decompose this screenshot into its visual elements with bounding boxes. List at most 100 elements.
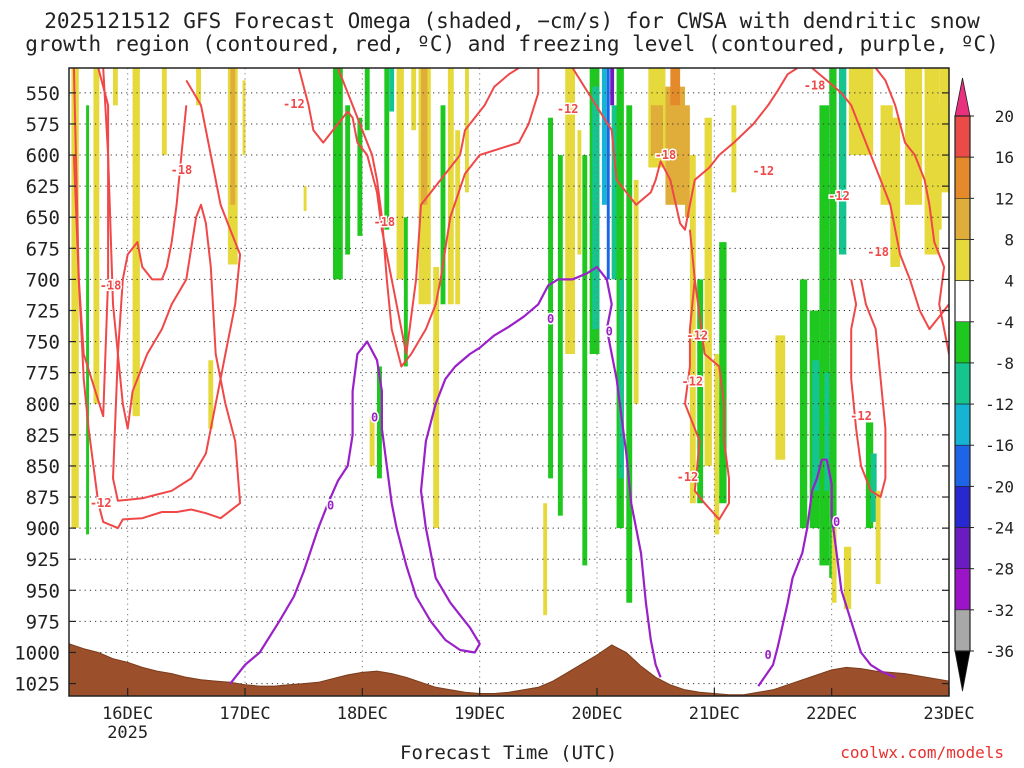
- omega-cell: [333, 68, 343, 280]
- dendritic-contour-label: -12: [681, 374, 703, 388]
- x-tick-label: 18DEC: [337, 704, 388, 724]
- omega-cell: [548, 117, 553, 479]
- omega-cell: [455, 130, 461, 305]
- omega-cell: [196, 68, 201, 106]
- colorbar-bin: [954, 403, 971, 446]
- dendritic-contour-label: -18: [804, 78, 826, 92]
- omega-cell: [731, 105, 737, 193]
- omega-cell: [812, 360, 820, 491]
- omega-cell: [403, 217, 408, 367]
- omega-cell: [650, 105, 663, 156]
- colorbar-bin: [954, 527, 971, 569]
- x-tick-label: 20DEC: [571, 704, 622, 724]
- omega-cell: [364, 68, 370, 131]
- omega-cell: [396, 68, 404, 280]
- omega-cell: [865, 422, 874, 529]
- plot-frame: [68, 67, 950, 697]
- colorbar-tick-label: -16: [985, 436, 1014, 455]
- colorbar-tick-label: 4: [1004, 272, 1014, 291]
- y-tick-label: 625: [26, 176, 60, 198]
- colorbar-bin: [954, 198, 971, 240]
- y-tick-label: 750: [26, 332, 60, 354]
- dendritic-contour-line: [72, 68, 110, 418]
- omega-cell: [610, 68, 615, 106]
- omega-cell: [384, 68, 390, 230]
- omega-cell: [433, 266, 440, 529]
- colorbar-tick-label: -20: [985, 477, 1014, 496]
- dendritic-contour-line: [874, 68, 949, 357]
- omega-cell: [543, 503, 548, 616]
- x-tick-sublabel: 2025: [107, 723, 148, 743]
- dendritic-contour-label: -12: [283, 97, 305, 111]
- x-tick-label: 22DEC: [806, 704, 857, 724]
- omega-cell: [714, 354, 720, 535]
- colorbar-bin: [954, 609, 971, 652]
- chart-title-line-1: 2025121512 GFS Forecast Omega (shaded, −…: [44, 9, 980, 33]
- omega-cell: [411, 68, 417, 131]
- dendritic-contour-label: -18: [373, 215, 395, 229]
- freezing-level-contour-line: [229, 265, 662, 685]
- dendritic-contour-label: -18: [171, 163, 193, 177]
- dendritic-contour-line: [850, 279, 887, 498]
- y-tick-label: 775: [26, 363, 60, 385]
- y-tick-label: 900: [26, 518, 60, 540]
- omega-cell: [303, 186, 307, 212]
- omega-cell: [447, 68, 454, 305]
- dendritic-contour-line: [336, 68, 540, 368]
- colorbar-bin: [954, 321, 971, 364]
- omega-cell: [577, 130, 582, 255]
- x-tick-label: 19DEC: [454, 704, 505, 724]
- omega-cell: [606, 68, 610, 280]
- colorbar-tick-label: -8: [995, 354, 1014, 373]
- y-tick-label: 600: [26, 145, 60, 167]
- omega-cell: [670, 68, 681, 106]
- colorbar-bin: [954, 280, 971, 323]
- omega-cell: [357, 117, 363, 236]
- omega-cell: [71, 68, 79, 529]
- x-tick-label: 21DEC: [689, 704, 740, 724]
- omega-cell: [685, 105, 690, 218]
- source-credit[interactable]: coolwx.com/models: [840, 743, 1004, 762]
- y-tick-label: 975: [26, 611, 60, 633]
- omega-cell: [465, 68, 469, 193]
- omega-cell: [626, 105, 633, 603]
- dendritic-contour-line: [72, 68, 242, 530]
- colorbar-bin: [954, 156, 971, 199]
- omega-cell: [689, 155, 696, 504]
- omega-cell: [843, 546, 852, 609]
- omega-cell: [633, 179, 639, 404]
- colorbar-frame: [954, 115, 971, 652]
- colorbar-bin: [954, 486, 971, 528]
- colorbar-tick-label: -28: [985, 560, 1014, 579]
- freezing-contour-label: 0: [833, 515, 840, 529]
- colorbar-bin: [954, 444, 971, 487]
- dendritic-contour-label: -12: [686, 328, 708, 342]
- omega-cell: [592, 86, 600, 330]
- omega-cell: [369, 416, 375, 466]
- colorbar-tick-label: 12: [995, 189, 1014, 208]
- x-tick-label: 17DEC: [219, 704, 270, 724]
- dendritic-contour-label: -18: [100, 279, 122, 293]
- omega-cell: [931, 105, 942, 230]
- y-tick-label: 1000: [14, 642, 60, 664]
- omega-cell: [113, 68, 118, 106]
- omega-cell: [880, 105, 893, 205]
- dendritic-contour-label: -12: [90, 496, 112, 510]
- omega-cell: [208, 360, 214, 429]
- omega-cell: [870, 453, 877, 522]
- omega-cell: [93, 68, 100, 404]
- dendritic-contour-label: -12: [752, 164, 774, 178]
- omega-cell: [939, 68, 949, 193]
- y-tick-label: 950: [26, 580, 60, 602]
- dendritic-contour-label: -12: [557, 102, 579, 116]
- omega-cell: [890, 117, 901, 267]
- dendritic-contour-line: [811, 68, 949, 331]
- y-tick-label: 725: [26, 300, 60, 322]
- omega-cell: [819, 105, 830, 566]
- dendritic-contour-line: [571, 68, 798, 231]
- y-tick-label: 850: [26, 456, 60, 478]
- freezing-contour-label: 0: [371, 410, 378, 424]
- y-tick-label: 1025: [14, 674, 60, 696]
- y-tick-label: 575: [26, 114, 60, 136]
